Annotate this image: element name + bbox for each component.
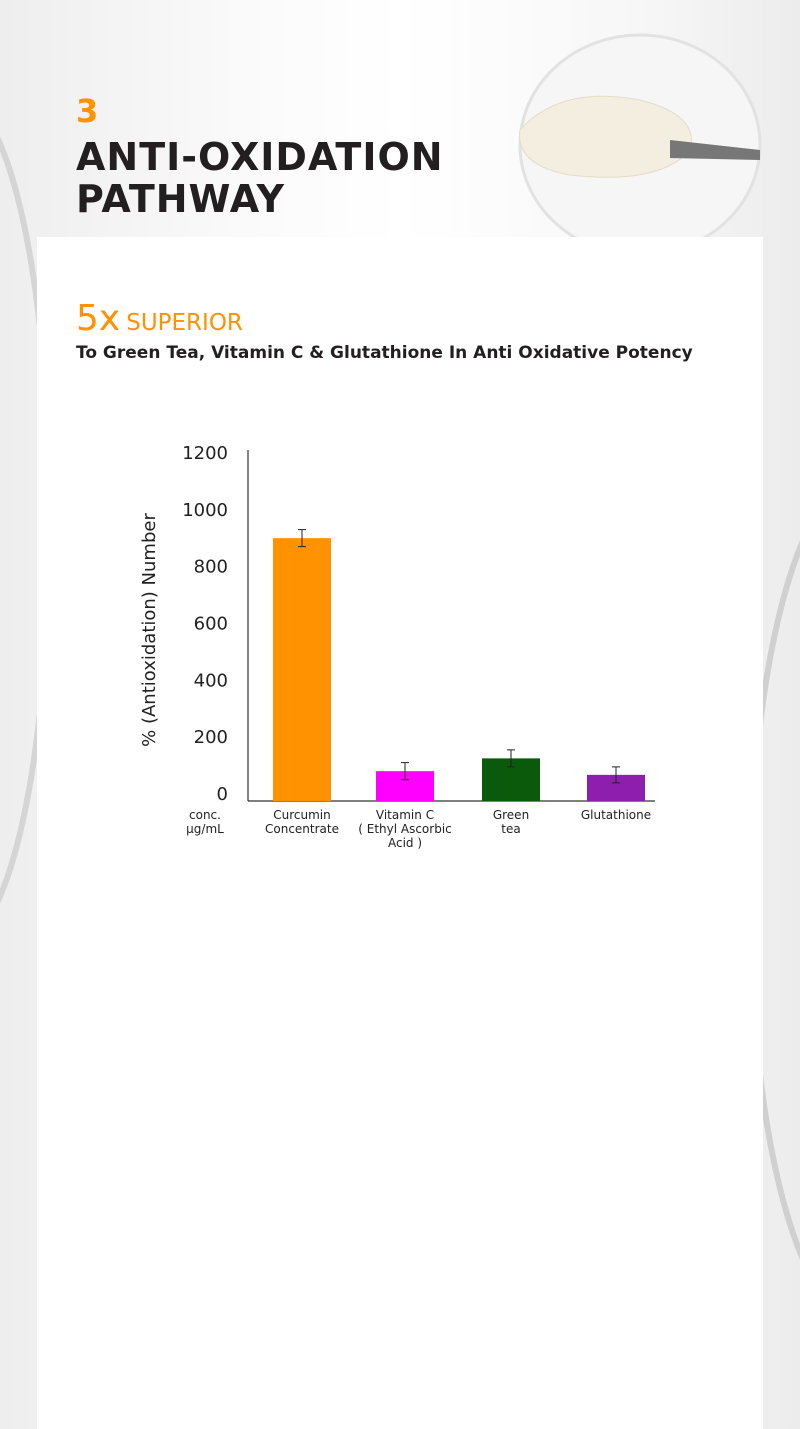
error-bar xyxy=(507,749,515,768)
y-axis-label: % (Antioxidation) Number xyxy=(139,513,160,747)
x-tick-label: Green tea xyxy=(492,808,530,836)
x-tick-label: Glutathione xyxy=(580,808,652,822)
highlight-text: SUPERIOR xyxy=(126,310,243,336)
x-tick-label: Curcumin Concentrate xyxy=(265,808,339,836)
x-tick-label: Vitamin C ( Ethyl Ascorbic Acid ) xyxy=(358,808,452,850)
y-tick-label: 400 xyxy=(194,670,228,691)
highlight-number: 5x xyxy=(76,298,121,339)
section-number: 3 xyxy=(76,92,99,130)
error-bar xyxy=(401,762,409,781)
content-panel xyxy=(37,237,763,1429)
x-unit-label: conc. µg/mL xyxy=(186,808,224,836)
y-tick-label: 1000 xyxy=(182,500,228,521)
highlight: 5x SUPERIOR xyxy=(76,298,243,339)
y-tick-label: 800 xyxy=(194,557,228,578)
error-bar xyxy=(612,766,620,784)
y-tick-label: 0 xyxy=(217,784,228,805)
section-title: PATHWAY xyxy=(76,177,286,221)
bar xyxy=(273,538,331,801)
y-tick-label: 200 xyxy=(194,727,228,748)
section-title: ANTI-OXIDATION xyxy=(76,135,444,179)
subtitle: To Green Tea, Vitamin C & Glutathione In… xyxy=(76,343,693,363)
spoon-handle xyxy=(670,140,760,160)
error-bar xyxy=(298,529,306,548)
y-tick-label: 600 xyxy=(194,614,228,635)
y-tick-label: 1200 xyxy=(182,443,228,464)
